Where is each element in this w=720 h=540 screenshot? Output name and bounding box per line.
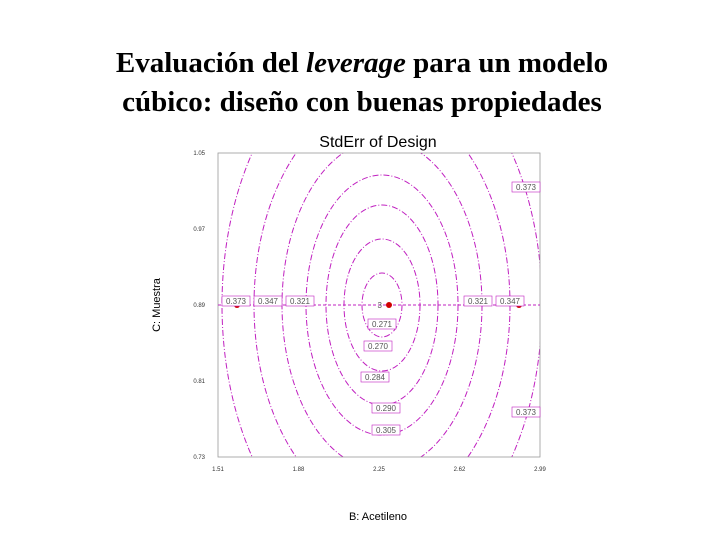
contour-label-box xyxy=(285,295,315,307)
slide-title: Evaluación del leverage para un modelo xyxy=(116,47,608,79)
x-tick-label: 2.62 xyxy=(454,467,466,473)
contour-label-box xyxy=(253,295,283,307)
y-tick-label: 0.89 xyxy=(193,303,205,309)
y-tick-label: 0.73 xyxy=(193,455,205,461)
x-axis-label: B: Acetileno xyxy=(349,511,407,523)
x-tick-label: 1.88 xyxy=(293,467,305,473)
y-tick-label: 1.05 xyxy=(193,151,205,157)
x-tick-label: 1.51 xyxy=(212,467,224,473)
x-tick-label: 2.99 xyxy=(534,467,546,473)
contour xyxy=(221,153,540,457)
plot-title: StdErr of Design xyxy=(319,134,436,151)
contour-label-box xyxy=(463,295,493,307)
design-point xyxy=(386,302,392,308)
contour-label: 0.373 xyxy=(516,408,537,417)
annotations: 1.51 1.88 2.25 2.62 2.99 1.05 0.97 0.89 0.81 0.73… xyxy=(193,151,546,473)
contour-label: 0.373 xyxy=(516,183,537,192)
title-part: Evaluación del xyxy=(116,47,299,79)
y-axis-label: C: Muestra xyxy=(151,277,163,332)
contour-label: 0.373 xyxy=(226,297,247,306)
contours xyxy=(221,153,540,457)
contour-label: 0.321 xyxy=(290,297,311,306)
contour-label-box xyxy=(511,406,541,418)
x-tick-label: 2.25 xyxy=(373,467,385,473)
contour-label: 0.290 xyxy=(376,404,397,413)
contour-label-box xyxy=(221,295,251,307)
contour-label-box xyxy=(363,340,393,352)
contour-label: 0.347 xyxy=(258,297,279,306)
contour-label-box xyxy=(360,371,390,383)
contour-label-box xyxy=(511,181,541,193)
point-label: 3 xyxy=(378,301,383,310)
y-tick-label: 0.97 xyxy=(193,227,205,233)
contour-label-box xyxy=(371,424,401,436)
contour-label: 0.284 xyxy=(365,373,386,382)
contour-label: 0.305 xyxy=(376,426,397,435)
contour-label: 0.321 xyxy=(468,297,489,306)
contour-label: 0.347 xyxy=(500,297,521,306)
slide-title-line2: cúbico: diseño con buenas propiedades xyxy=(122,86,602,118)
contour-label: 0.271 xyxy=(372,320,393,329)
contour-label-box xyxy=(367,318,397,330)
contour-label-box xyxy=(495,295,525,307)
title-italic: leverage xyxy=(306,47,406,79)
y-tick-label: 0.81 xyxy=(193,379,205,385)
title-part: para un modelo xyxy=(413,47,608,79)
contour-label: 0.270 xyxy=(368,342,389,351)
contour xyxy=(361,272,403,338)
contour-label-box xyxy=(371,402,401,414)
